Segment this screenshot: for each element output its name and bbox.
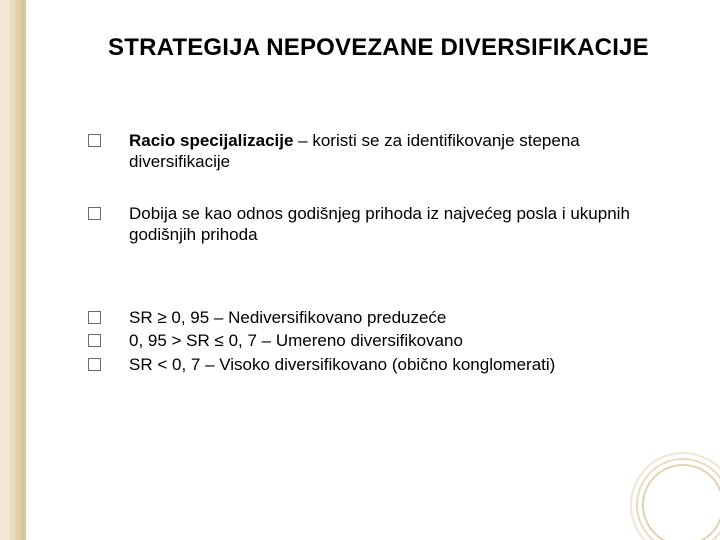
bullet-rest: SR < 0, 7 – Visoko diversifikovano (obič… — [129, 355, 555, 374]
ring-icon — [642, 464, 720, 540]
bullet-rest: SR ≥ 0, 95 – Nediversifikovano preduzeće — [129, 308, 446, 327]
bullet-item: Dobija se kao odnos godišnjeg prihoda iz… — [88, 203, 660, 246]
slide-title: STRATEGIJA NEPOVEZANE DIVERSIFIKACIJE — [108, 34, 680, 62]
bullet-item: SR < 0, 7 – Visoko diversifikovano (obič… — [88, 354, 660, 375]
bullet-rest: Dobija se kao odnos godišnjeg prihoda iz… — [129, 204, 630, 244]
bullet-text: Dobija se kao odnos godišnjeg prihoda iz… — [129, 203, 660, 246]
bullet-item: Racio specijalizacije – koristi se za id… — [88, 130, 660, 173]
bullet-item: SR ≥ 0, 95 – Nediversifikovano preduzeće — [88, 307, 660, 328]
bullet-text: 0, 95 > SR ≤ 0, 7 – Umereno diversifikov… — [129, 330, 660, 351]
bullet-text: SR < 0, 7 – Visoko diversifikovano (obič… — [129, 354, 660, 375]
slide-content: Racio specijalizacije – koristi se za id… — [88, 130, 660, 377]
checkbox-icon — [88, 358, 101, 371]
spacer — [88, 275, 660, 307]
checkbox-icon — [88, 207, 101, 220]
bullet-text: SR ≥ 0, 95 – Nediversifikovano preduzeće — [129, 307, 660, 328]
bullet-text: Racio specijalizacije – koristi se za id… — [129, 130, 660, 173]
corner-decoration — [656, 478, 710, 532]
slide: STRATEGIJA NEPOVEZANE DIVERSIFIKACIJE Ra… — [0, 0, 720, 540]
bullet-rest: 0, 95 > SR ≤ 0, 7 – Umereno diversifikov… — [129, 331, 463, 350]
bullet-item: 0, 95 > SR ≤ 0, 7 – Umereno diversifikov… — [88, 330, 660, 351]
checkbox-icon — [88, 134, 101, 147]
checkbox-icon — [88, 311, 101, 324]
checkbox-icon — [88, 334, 101, 347]
bullet-bold: Racio specijalizacije — [129, 131, 293, 150]
